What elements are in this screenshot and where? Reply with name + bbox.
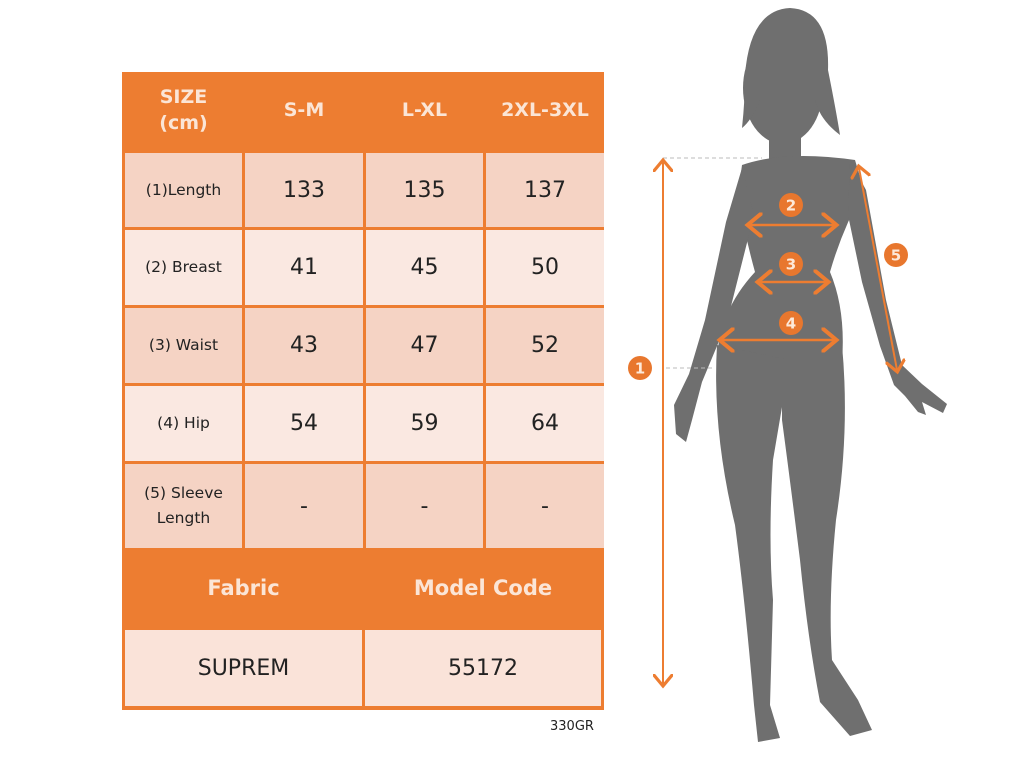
header-size-unit: SIZE (cm) [159, 86, 208, 134]
marker-4-label: 4 [786, 315, 796, 333]
marker-2: 2 [779, 193, 803, 217]
size-grid: SIZE (cm) S-M L-XL 2XL-3XL (1)Length 133… [122, 72, 604, 548]
header-l-xl: L-XL [401, 99, 448, 122]
hip-2xl-3xl: 64 [486, 386, 604, 461]
fabric-weight-note: 330GR [550, 719, 594, 734]
size-chart-table: SIZE (cm) S-M L-XL 2XL-3XL (1)Length 133… [122, 72, 604, 710]
length-s-m: 133 [245, 153, 363, 227]
marker-5: 5 [884, 243, 908, 267]
length-l-xl: 135 [366, 153, 483, 227]
breast-s-m: 41 [245, 230, 363, 305]
marker-3: 3 [779, 252, 803, 276]
marker-5-label: 5 [891, 247, 901, 265]
row-label-waist: (3) Waist [125, 308, 242, 383]
product-info-grid: Fabric Model Code SUPREM 55172 [122, 550, 604, 706]
woman-silhouette [674, 8, 947, 742]
length-2xl-3xl: 137 [486, 153, 604, 227]
marker-2-label: 2 [786, 197, 796, 215]
measurement-annotations [663, 157, 897, 684]
silhouette-hair [742, 8, 840, 135]
silhouette-right-arm [848, 160, 947, 415]
sleeve-l-xl: - [366, 464, 483, 548]
silhouette-right-leg [782, 345, 872, 736]
header-fabric: Fabric [207, 576, 280, 601]
waist-s-m: 43 [245, 308, 363, 383]
hip-s-m: 54 [245, 386, 363, 461]
model-code-value: 55172 [365, 630, 601, 706]
sleeve-2xl-3xl: - [486, 464, 604, 548]
breast-l-xl: 45 [366, 230, 483, 305]
header-s-m: S-M [283, 99, 325, 122]
sleeve-arrow [859, 168, 897, 370]
silhouette-left-arm [674, 168, 754, 442]
header-2xl-3xl: 2XL-3XL [501, 99, 589, 122]
silhouette-left-leg [716, 345, 790, 742]
row-label-hip: (4) Hip [125, 386, 242, 461]
row-label-length: (1)Length [125, 153, 242, 227]
marker-1-label: 1 [635, 360, 645, 378]
breast-2xl-3xl: 50 [486, 230, 604, 305]
row-label-breast: (2) Breast [125, 230, 242, 305]
waist-l-xl: 47 [366, 308, 483, 383]
waist-2xl-3xl: 52 [486, 308, 604, 383]
row-label-sleeve-length: (5) Sleeve Length [125, 464, 242, 548]
fabric-value: SUPREM [125, 630, 362, 706]
hip-l-xl: 59 [366, 386, 483, 461]
marker-1: 1 [628, 356, 652, 380]
sleeve-s-m: - [245, 464, 363, 548]
header-model-code: Model Code [413, 576, 553, 601]
marker-4: 4 [779, 311, 803, 335]
marker-3-label: 3 [786, 256, 796, 274]
